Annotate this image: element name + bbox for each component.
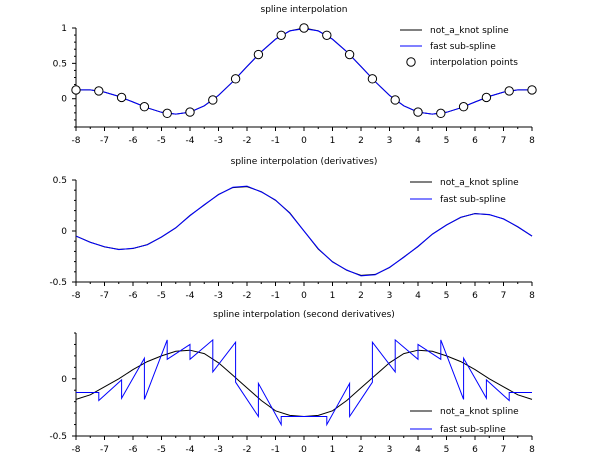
legend-label: interpolation points: [430, 58, 518, 68]
interpolation-point: [139, 102, 150, 112]
legend-label: fast sub-spline: [440, 195, 506, 205]
interpolation-point: [94, 86, 104, 96]
x-tick-label: -2: [243, 291, 252, 301]
y-tick-label: 0: [61, 95, 67, 105]
x-tick-label: 8: [529, 136, 535, 146]
x-tick-label: -7: [100, 136, 109, 146]
interpolation-point: [367, 74, 378, 84]
x-tick-label: 6: [472, 136, 478, 146]
x-tick-label: -5: [157, 291, 166, 301]
chart-panel-3: spline interpolation (second derivatives…: [49, 310, 535, 455]
interpolation-point: [185, 107, 195, 117]
y-tick-label: -0.5: [49, 278, 67, 288]
x-tick-label: -5: [157, 136, 166, 146]
x-tick-label: 3: [387, 136, 393, 146]
y-tick-label: 0.5: [53, 59, 67, 69]
x-tick-label: 7: [501, 136, 507, 146]
x-tick-label: 8: [529, 291, 535, 301]
interpolation-point: [436, 108, 446, 119]
x-tick-label: -7: [100, 291, 109, 301]
interpolation-point: [253, 49, 264, 60]
x-tick-label: -6: [129, 291, 138, 301]
legend-marker: [406, 57, 416, 67]
x-tick-label: 4: [415, 291, 421, 301]
x-tick-label: 1: [330, 445, 336, 455]
x-tick-label: 0: [301, 445, 307, 455]
x-tick-label: -3: [214, 445, 223, 455]
series-line-1: [76, 27, 532, 115]
x-tick-label: -3: [214, 136, 223, 146]
x-tick-label: 8: [529, 445, 535, 455]
x-tick-label: 1: [330, 291, 336, 301]
chart-panel-2: spline interpolation (derivatives) -8 -7 -6…: [49, 157, 535, 301]
chart-panel-1: spline interpolation -8 -7 -6 -5 -4 -3 -2 -1 0 1 2 3…: [53, 5, 537, 146]
x-tick-label: 3: [387, 445, 393, 455]
x-tick-label: 5: [444, 136, 450, 146]
x-tick-label: -3: [214, 291, 223, 301]
x-tick-label: -2: [243, 136, 252, 146]
interpolation-point: [116, 92, 127, 103]
x-tick-label: 7: [501, 445, 507, 455]
chart-title: spline interpolation (second derivatives…: [213, 310, 395, 320]
x-tick-label: 2: [358, 445, 364, 455]
x-tick-label: -2: [243, 445, 252, 455]
interpolation-point: [481, 92, 492, 103]
y-tick-label: 0: [61, 227, 67, 237]
x-tick-label: -6: [129, 445, 138, 455]
x-tick-label: -6: [129, 136, 138, 146]
legend-label: not_a_knot spline: [430, 26, 509, 36]
interpolation-point: [162, 108, 172, 119]
x-tick-label: -8: [72, 445, 81, 455]
x-tick-label: 2: [358, 136, 364, 146]
interpolation-point: [413, 107, 423, 117]
interpolation-point: [71, 85, 81, 95]
x-tick-label: -5: [157, 445, 166, 455]
chart-title: spline interpolation (derivatives): [231, 157, 378, 167]
interpolation-point: [458, 102, 469, 112]
interpolation-point: [344, 49, 355, 60]
x-tick-label: 6: [472, 445, 478, 455]
x-tick-label: 0: [301, 291, 307, 301]
y-tick-label: 0.5: [53, 176, 67, 186]
x-tick-label: -1: [271, 136, 280, 146]
interpolation-point: [322, 30, 332, 40]
x-tick-label: -1: [271, 445, 280, 455]
series-line-2: [75, 185, 533, 277]
interpolation-point: [276, 30, 286, 40]
interpolation-point: [390, 95, 400, 105]
x-tick-label: -4: [186, 445, 195, 455]
x-tick-label: 2: [358, 291, 364, 301]
x-tick-label: 4: [415, 136, 421, 146]
x-tick-label: -7: [100, 445, 109, 455]
chart-title: spline interpolation: [261, 5, 348, 15]
interpolation-point: [299, 23, 309, 33]
x-tick-label: 1: [330, 136, 336, 146]
interpolation-point: [208, 95, 218, 105]
x-tick-label: 4: [415, 445, 421, 455]
x-tick-label: -4: [186, 136, 195, 146]
x-tick-label: 5: [444, 445, 450, 455]
interpolation-point: [527, 85, 537, 95]
legend-label: fast sub-spline: [430, 42, 496, 52]
x-tick-label: -4: [186, 291, 195, 301]
y-tick-label: 1: [61, 24, 67, 34]
x-tick-label: 0: [301, 136, 307, 146]
interpolation-point: [230, 74, 241, 84]
legend-label: not_a_knot spline: [440, 178, 519, 188]
x-tick-label: -1: [271, 291, 280, 301]
x-tick-label: -8: [72, 291, 81, 301]
legend-label: not_a_knot spline: [440, 407, 519, 417]
x-tick-label: 6: [472, 291, 478, 301]
y-tick-label: -0.5: [49, 432, 67, 442]
series-line-2: [76, 338, 532, 427]
y-tick-label: 0: [61, 375, 67, 385]
x-tick-label: -8: [72, 136, 81, 146]
x-tick-label: 3: [387, 291, 393, 301]
x-tick-label: 5: [444, 291, 450, 301]
legend-label: fast sub-spline: [440, 425, 506, 435]
x-tick-label: 7: [501, 291, 507, 301]
interpolation-point: [504, 86, 514, 96]
